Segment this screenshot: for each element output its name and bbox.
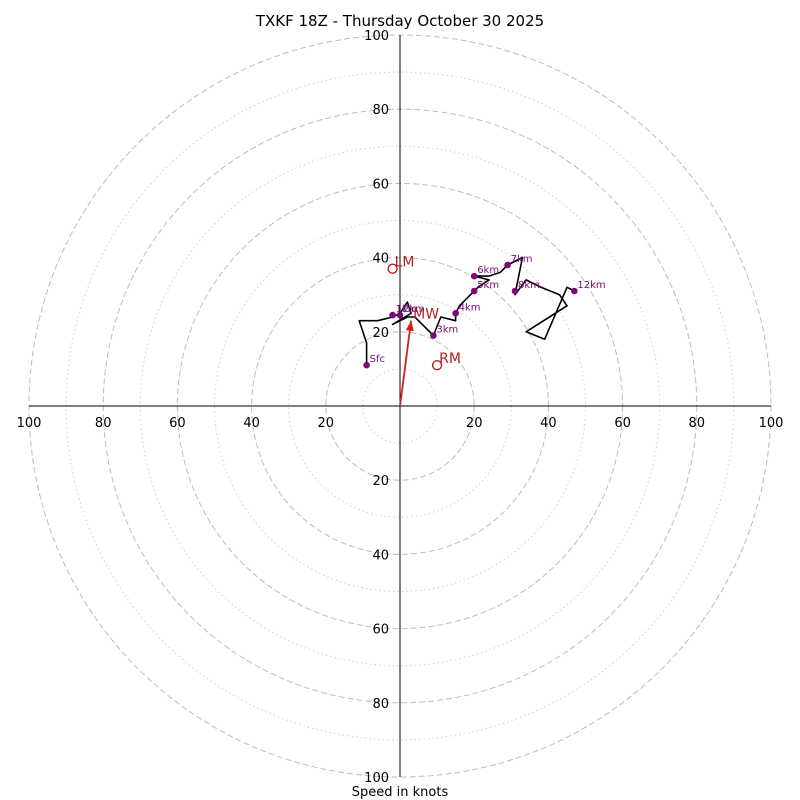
storm-motion-marker (387, 263, 398, 274)
mean-wind-arrowhead (405, 320, 414, 332)
level-marker (363, 361, 370, 369)
tick-labels: 100 80 60 40 20 20 40 60 80 100 100 80 60 40 20 20 40 60 8… (17, 29, 784, 786)
level-marker (511, 287, 519, 295)
level-label: 7km (511, 254, 533, 265)
level-label: 6km (477, 265, 499, 276)
x-tick-label: 60 (169, 416, 186, 431)
y-tick-label: 20 (372, 474, 389, 489)
mean-wind-vector (399, 320, 413, 407)
storm-motion-marker (431, 359, 443, 371)
level-label: 8km (518, 280, 540, 291)
level-marker (430, 332, 437, 339)
y-tick-label: 40 (372, 548, 389, 563)
x-tick-label: 100 (759, 416, 784, 431)
hodograph-line (358, 256, 575, 366)
y-tick-label: 100 (364, 29, 389, 44)
storm-motion-label: RM (439, 351, 461, 367)
x-tick-label: 20 (466, 416, 483, 431)
level-label: 3km (436, 325, 458, 336)
level-label: 2km (403, 304, 425, 315)
y-tick-label: 80 (372, 103, 389, 118)
hodograph-trace (358, 256, 575, 366)
y-tick-label: 100 (364, 771, 389, 786)
level-marker (396, 311, 404, 319)
y-tick-label: 80 (372, 697, 389, 712)
level-marker (470, 287, 478, 295)
mean-wind-vector-group (399, 320, 414, 407)
y-tick-label: 60 (372, 623, 389, 638)
level-marker (504, 261, 511, 269)
y-tick-label: 40 (372, 252, 389, 267)
y-tick-label: 60 (372, 177, 389, 192)
chart-title: TXKF 18Z - Thursday October 30 2025 (255, 12, 544, 30)
x-tick-label: 20 (318, 416, 335, 431)
level-label: 12km (577, 280, 605, 291)
y-tick-label: 20 (372, 326, 389, 341)
level-marker (470, 272, 478, 280)
x-tick-label: 40 (540, 416, 557, 431)
level-marker (452, 309, 459, 317)
storm-motion-label: MW (413, 307, 439, 323)
storm-motions: LM MW RM (387, 255, 461, 371)
x-axis-label: Speed in knots (352, 785, 449, 800)
level-label: 5km (477, 280, 499, 291)
level-label: 4km (459, 302, 481, 313)
x-tick-label: 80 (95, 416, 112, 431)
level-label: 1km (396, 304, 418, 315)
x-tick-label: 60 (614, 416, 631, 431)
x-tick-label: 80 (689, 416, 706, 431)
x-tick-label: 40 (243, 416, 260, 431)
x-tick-label: 100 (17, 416, 42, 431)
storm-motion-label: LM (395, 255, 415, 271)
level-marker (571, 287, 578, 295)
level-label: Sfc (370, 354, 385, 365)
level-marker (389, 311, 396, 319)
